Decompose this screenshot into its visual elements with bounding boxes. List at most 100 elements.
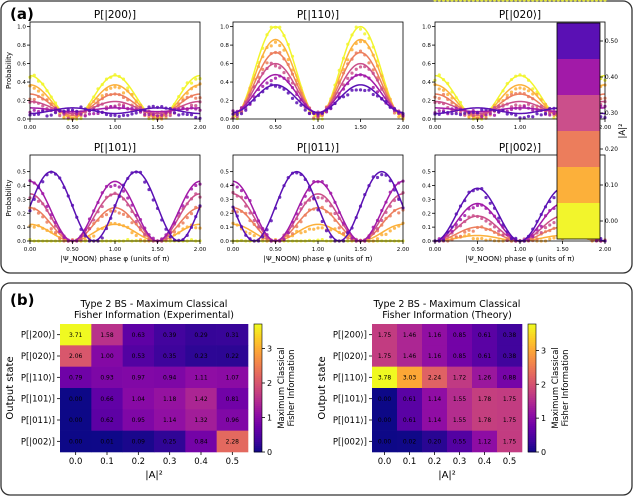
data-point [87,103,92,107]
data-point [177,231,181,235]
data-point [126,203,130,207]
data-point [189,197,194,201]
data-point [261,235,265,239]
data-point [134,100,138,104]
data-point [290,96,295,101]
x-tick-label: 1.00 [514,247,527,253]
data-point [463,219,467,224]
colorbar-gradient-step [254,342,262,345]
data-point [189,94,194,98]
data-point [100,204,104,209]
data-point [320,205,324,209]
data-point [130,231,134,235]
data-point [248,231,252,235]
colorbar-tick-label: 3 [541,346,546,355]
data-point [189,103,194,107]
data-point [350,236,354,240]
data-point [138,238,143,242]
colorbar-segment [557,59,600,96]
colorbar-tick-label: 0.50 [605,39,618,45]
data-point [113,85,117,89]
data-point [273,84,278,88]
data-point [138,218,143,222]
data-point [104,112,109,117]
data-point [49,216,53,220]
data-point [282,34,286,38]
data-point [337,230,341,234]
data-point [437,96,441,100]
data-point [560,0,565,2]
data-point [548,223,552,227]
data-point [58,114,62,118]
data-point [113,113,117,117]
subplot-4: P[|101⟩] 0.00 0.50 1.00 1.50 2.00 0.0 0.1 0.2 0.3… [5,142,207,263]
data-point [117,74,121,79]
data-point [295,171,299,175]
data-point [83,114,87,118]
data-point [531,97,535,101]
data-point [363,40,367,44]
data-point [552,112,556,116]
colorbar-gradient-step [254,376,262,379]
data-point [526,78,531,82]
data-point [189,212,194,216]
data-point [380,97,384,101]
data-point [446,230,450,234]
x-tick-label: 0.50 [471,125,484,131]
data-point [261,71,265,75]
data-point [117,86,121,90]
data-point [535,0,539,2]
data-point [130,106,134,110]
data-point [244,233,248,237]
colorbar-gradient-step [254,352,262,355]
colorbar-segment [557,167,600,204]
data-point [358,49,363,53]
x-axis-label: |A|² [145,470,163,481]
data-point [100,82,104,87]
heatmap-cell [422,388,448,410]
data-point [126,214,130,219]
data-point [514,106,518,110]
data-point [151,198,155,202]
data-point [181,221,185,225]
data-point [53,230,58,235]
colorbar-gradient-step [528,344,536,347]
data-point [185,225,189,229]
x-tick-label: 1.50 [151,247,164,253]
colorbar-gradient-step [528,336,536,339]
colorbar-label: Fisher Information [561,349,571,426]
data-point [92,108,96,112]
data-point [138,103,143,107]
series-line-A2-0.50 [29,107,201,115]
data-point [92,95,96,99]
data-point [168,113,172,118]
colorbar-frame [527,323,537,453]
data-point [488,211,492,215]
data-point [185,112,189,117]
data-point [121,77,126,81]
data-point [113,221,117,226]
colorbar-segment [557,23,600,60]
data-point [454,106,458,110]
data-point [480,216,484,221]
colorbar-gradient-step [254,444,262,447]
data-point [367,67,371,71]
data-point [41,109,45,113]
heatmap-title: Type 2 BS - Maximum Classical [80,299,228,310]
heatmap-cell [422,366,448,389]
colorbar-gradient-step [254,334,262,337]
axes-frame [29,154,201,242]
x-tick-label: 0.00 [429,125,442,131]
data-point [492,109,497,113]
data-point [324,108,329,112]
data-point [134,213,138,217]
colorbar-gradient-step [254,446,262,449]
colorbar-gradient-step [254,386,262,389]
colorbar-tick-label: 2 [541,380,546,389]
data-point [484,219,488,223]
data-point [53,172,58,176]
heatmap-cell [154,388,186,410]
data-point [32,207,36,211]
data-point [278,50,282,55]
data-point [509,93,514,97]
